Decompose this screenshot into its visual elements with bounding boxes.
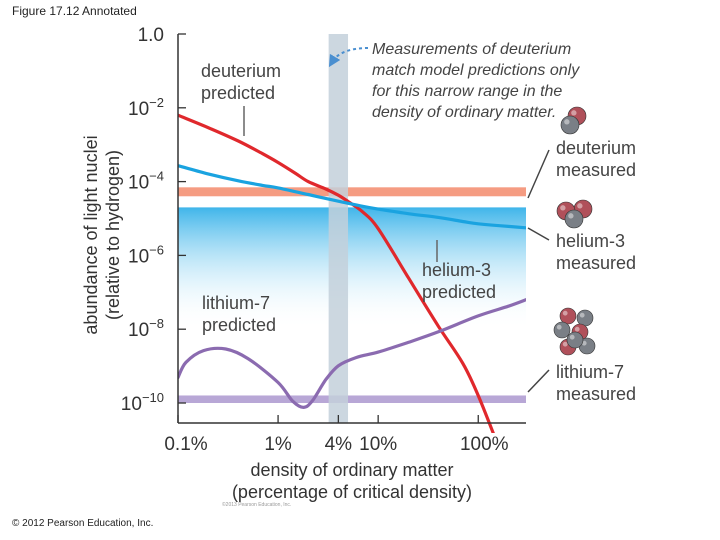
deuterium-measured-label: deuterium measured: [556, 138, 636, 180]
series-line-deuterium-predicted: [178, 113, 495, 433]
he-neutron: [564, 209, 584, 229]
deuterium-measured-leader: [527, 149, 550, 199]
y-tick-label-3: 10−6: [128, 242, 164, 267]
highlight-band: [328, 34, 349, 423]
helium3-nucleus-icon: [556, 199, 593, 229]
deuterium-predicted-label: deuterium predicted: [201, 61, 281, 103]
series-line-lithium-7-predicted: [178, 298, 526, 409]
measured-band-0: [178, 187, 526, 197]
deuterium-measured-label-line-1: measured: [556, 160, 636, 180]
he-neutron-shine: [568, 213, 574, 219]
y-axis-title: abundance of light nuclei (relative to hy…: [81, 135, 123, 334]
y-tick-label-0: 1.0: [138, 25, 164, 46]
y-tick-exponent: −6: [149, 242, 164, 257]
y-tick-label-2: 10−4: [128, 169, 164, 194]
lithium7-predicted-label-line-0: lithium-7: [202, 293, 270, 313]
x-tick-label-4: 100%: [460, 434, 509, 455]
lithium7-measured-label-line-0: lithium-7: [556, 362, 624, 382]
helium3-measured-label: helium-3 measured: [556, 231, 636, 273]
x-axis-title-line2: (percentage of critical density): [232, 482, 472, 502]
x-axis-title-line1: density of ordinary matter: [250, 460, 453, 480]
helium3-measured-label-line-0: helium-3: [556, 231, 625, 251]
y-tick-label-1: 10−2: [128, 95, 164, 120]
series-layer: [178, 113, 526, 433]
copyright: © 2012 Pearson Education, Inc.: [12, 518, 154, 529]
deuterium-predicted-label-line-1: predicted: [201, 83, 275, 103]
helium3-measured-leader: [527, 227, 550, 241]
y-tick-exponent: −10: [142, 390, 164, 405]
d-neutron: [560, 115, 580, 135]
series-line-helium-3-predicted: [178, 164, 526, 230]
y-tick-base: 10: [128, 99, 149, 120]
li-b-shine: [579, 312, 585, 318]
li-c: [553, 321, 571, 339]
deuterium-predicted-label-line-0: deuterium: [201, 61, 281, 81]
li-f-shine: [562, 341, 568, 347]
bands-layer: [178, 34, 526, 423]
li-a-shine: [562, 310, 568, 316]
fine-print: ©2013 Pearson Education, Inc.: [222, 502, 292, 508]
li-g-shine: [569, 334, 575, 340]
helium3-predicted-label-line-0: helium-3: [422, 260, 491, 280]
callout-text-line-3: density of ordinary matter.: [372, 104, 556, 121]
callout-text-line-0: Measurements of deuterium: [372, 41, 571, 58]
axes-layer: 1.010−210−410−610−810−100.1% 1% 4% 10% 100%d…: [81, 25, 526, 502]
d-neutron-shine: [564, 119, 570, 125]
he-proton-a-shine: [577, 203, 583, 209]
y-tick-base: 10: [128, 320, 149, 341]
callout-arrow: [328, 47, 369, 68]
li-c-shine: [556, 324, 562, 330]
y-tick-base: 10: [128, 246, 149, 267]
y-axis-title-line1: abundance of light nuclei: [81, 135, 101, 334]
annotations-layer: Measurements of deuterium match model pre…: [201, 41, 636, 404]
lithium7-nucleus-icon: [553, 307, 596, 356]
callout-text-line-1: match model predictions only: [372, 62, 580, 79]
he-proton-b-shine: [560, 205, 566, 211]
callout-text: Measurements of deuterium match model pre…: [372, 41, 580, 121]
y-tick-base: 10: [128, 173, 149, 194]
helium3-predicted-label-line-1: predicted: [422, 282, 496, 302]
measured-band-1: [178, 207, 526, 330]
lithium7-predicted-label-line-1: predicted: [202, 315, 276, 335]
deuterium-nucleus-icon: [560, 106, 587, 135]
helium3-measured-label-line-1: measured: [556, 253, 636, 273]
y-tick-base: 10: [121, 394, 142, 415]
figure-label: Figure 17.12 Annotated: [12, 4, 137, 18]
callout-text-line-2: for this narrow range in the: [372, 83, 562, 100]
li-d-shine: [574, 326, 580, 332]
lithium7-measured-leader: [527, 369, 550, 393]
y-tick-exponent: −8: [149, 316, 164, 331]
y-tick-label-5: 10−10: [121, 390, 164, 415]
y-tick-exponent: −2: [149, 95, 164, 110]
d-proton-shine: [571, 110, 577, 116]
x-tick-label-0: 0.1%: [164, 434, 207, 455]
lithium7-predicted-label: lithium-7 predicted: [202, 293, 276, 335]
helium3-predicted-label: helium-3 predicted: [422, 260, 496, 302]
y-tick-label-4: 10−8: [128, 316, 164, 341]
measured-band-2: [178, 395, 526, 403]
deuterium-measured-label-line-0: deuterium: [556, 138, 636, 158]
li-g: [566, 331, 584, 349]
y-tick-exponent: −4: [149, 169, 164, 184]
li-b: [576, 309, 594, 327]
x-tick-label-1: 1%: [264, 434, 292, 455]
x-tick-label-2: 4%: [325, 434, 353, 455]
nucleus-icons: [553, 106, 596, 356]
lithium7-measured-label: lithium-7 measured: [556, 362, 636, 404]
li-a: [559, 307, 577, 325]
y-axis-title-line2: (relative to hydrogen): [103, 150, 123, 320]
lithium7-measured-label-line-1: measured: [556, 384, 636, 404]
x-tick-label-3: 10%: [359, 434, 397, 455]
